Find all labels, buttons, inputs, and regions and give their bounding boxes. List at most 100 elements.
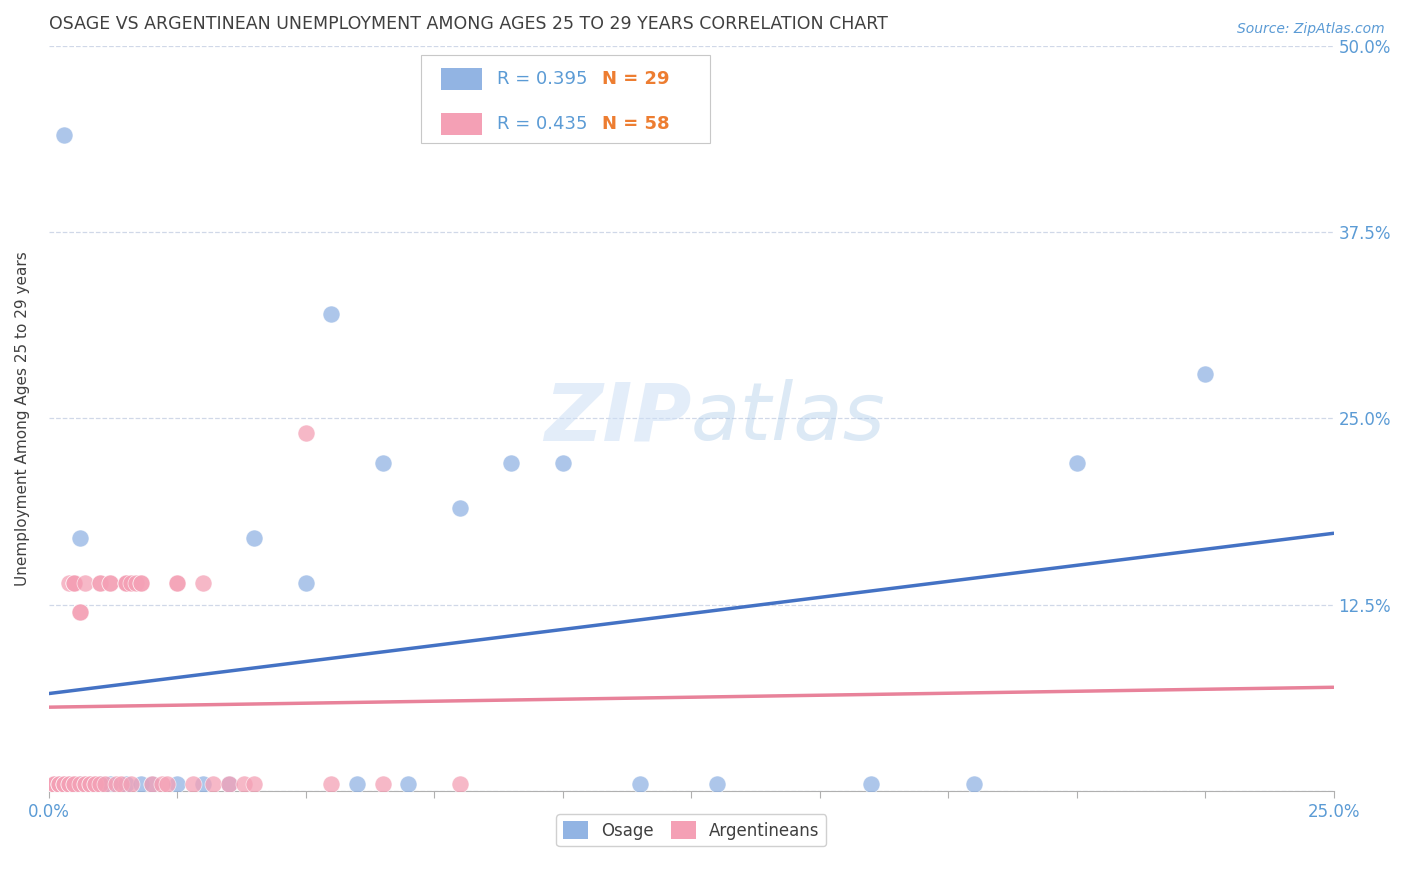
Point — [628, 777, 651, 791]
Point — [141, 777, 163, 791]
Point — [202, 777, 225, 791]
Point — [79, 777, 101, 791]
Text: ZIP: ZIP — [544, 379, 692, 458]
Text: N = 29: N = 29 — [603, 70, 671, 88]
Point — [53, 777, 76, 791]
Point — [449, 500, 471, 515]
FancyBboxPatch shape — [422, 54, 710, 143]
Point — [449, 777, 471, 791]
Point — [63, 575, 86, 590]
Text: R = 0.395: R = 0.395 — [498, 70, 588, 88]
Point — [53, 777, 76, 791]
Point — [42, 777, 65, 791]
Point — [73, 575, 96, 590]
Text: atlas: atlas — [692, 379, 886, 458]
Point — [79, 777, 101, 791]
Point — [114, 575, 136, 590]
Point — [294, 575, 316, 590]
Point — [125, 575, 148, 590]
FancyBboxPatch shape — [440, 112, 482, 136]
Point — [48, 777, 70, 791]
Point — [73, 777, 96, 791]
Point — [1066, 456, 1088, 470]
Y-axis label: Unemployment Among Ages 25 to 29 years: Unemployment Among Ages 25 to 29 years — [15, 251, 30, 586]
Point — [58, 777, 80, 791]
Point — [191, 777, 214, 791]
Point — [1194, 367, 1216, 381]
Point — [48, 777, 70, 791]
Point — [84, 777, 107, 791]
Point — [48, 777, 70, 791]
Point — [129, 575, 152, 590]
Point — [181, 777, 204, 791]
Point — [191, 575, 214, 590]
Point — [120, 575, 142, 590]
Point — [110, 777, 132, 791]
Point — [42, 777, 65, 791]
Point — [42, 777, 65, 791]
Point — [48, 777, 70, 791]
Point — [218, 777, 240, 791]
Text: Source: ZipAtlas.com: Source: ZipAtlas.com — [1237, 22, 1385, 37]
Point — [150, 777, 173, 791]
Point — [218, 777, 240, 791]
Point — [73, 777, 96, 791]
Point — [53, 777, 76, 791]
Point — [129, 575, 152, 590]
Point — [156, 777, 179, 791]
Point — [859, 777, 882, 791]
Point — [243, 531, 266, 545]
Point — [69, 605, 91, 619]
Point — [63, 575, 86, 590]
Point — [84, 777, 107, 791]
Point — [321, 307, 343, 321]
Point — [706, 777, 728, 791]
Point — [141, 777, 163, 791]
Point — [79, 777, 101, 791]
Point — [321, 777, 343, 791]
Point — [104, 777, 127, 791]
Point — [166, 575, 188, 590]
FancyBboxPatch shape — [440, 68, 482, 90]
Point — [114, 575, 136, 590]
Point — [129, 777, 152, 791]
Point — [346, 777, 368, 791]
Point — [69, 777, 91, 791]
Point — [501, 456, 523, 470]
Point — [166, 777, 188, 791]
Point — [63, 575, 86, 590]
Point — [371, 456, 394, 470]
Text: N = 58: N = 58 — [603, 115, 671, 133]
Point — [114, 575, 136, 590]
Point — [89, 777, 111, 791]
Point — [63, 777, 86, 791]
Point — [398, 777, 420, 791]
Text: R = 0.435: R = 0.435 — [498, 115, 588, 133]
Point — [100, 575, 122, 590]
Point — [58, 777, 80, 791]
Point — [58, 777, 80, 791]
Point — [294, 426, 316, 441]
Point — [58, 575, 80, 590]
Point — [89, 575, 111, 590]
Point — [233, 777, 256, 791]
Point — [963, 777, 986, 791]
Point — [243, 777, 266, 791]
Point — [89, 777, 111, 791]
Point — [551, 456, 574, 470]
Point — [94, 777, 117, 791]
Point — [69, 531, 91, 545]
Point — [69, 777, 91, 791]
Text: OSAGE VS ARGENTINEAN UNEMPLOYMENT AMONG AGES 25 TO 29 YEARS CORRELATION CHART: OSAGE VS ARGENTINEAN UNEMPLOYMENT AMONG … — [49, 15, 887, 33]
Point — [371, 777, 394, 791]
Legend: Osage, Argentineans: Osage, Argentineans — [557, 814, 827, 847]
Point — [100, 777, 122, 791]
Point — [53, 128, 76, 143]
Point — [69, 605, 91, 619]
Point — [100, 575, 122, 590]
Point — [63, 777, 86, 791]
Point — [114, 777, 136, 791]
Point — [120, 777, 142, 791]
Point — [166, 575, 188, 590]
Point — [89, 575, 111, 590]
